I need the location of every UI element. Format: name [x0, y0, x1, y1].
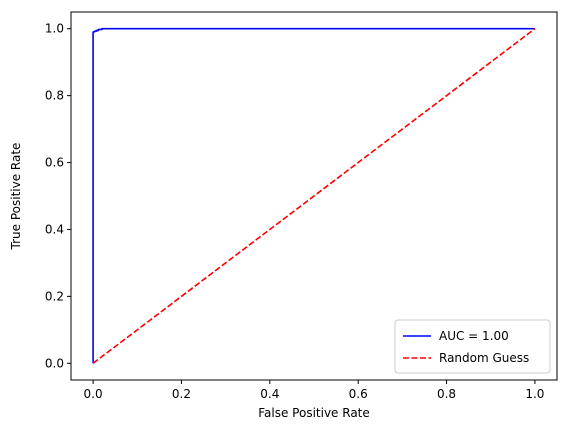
x-tick-label: 0.2	[172, 387, 191, 401]
x-axis-ticks: 0.0 0.2 0.4 0.6 0.8 1.0	[84, 380, 544, 401]
y-tick-label: 0.8	[45, 89, 64, 103]
legend-label-random-guess: Random Guess	[439, 351, 529, 365]
plot-layer	[92, 27, 536, 364]
x-tick-label: 0.8	[437, 387, 456, 401]
series-line-random-guess	[92, 28, 536, 364]
y-axis-ticks: 0.0 0.2 0.4 0.6 0.8 1.0	[45, 22, 71, 370]
y-axis-label: True Positive Rate	[9, 143, 23, 251]
plot-frame	[70, 11, 558, 381]
x-tick-label: 0.6	[349, 387, 368, 401]
series-line-auc	[92, 27, 535, 364]
y-tick-label: 0.4	[45, 222, 64, 236]
x-tick-label: 0.0	[84, 387, 103, 401]
legend: AUC = 1.00 Random Guess	[394, 319, 551, 374]
y-tick-label: 0.2	[45, 289, 64, 303]
y-tick-label: 0.0	[45, 356, 64, 370]
legend-box	[394, 319, 551, 374]
y-tick-label: 1.0	[45, 22, 64, 36]
legend-label-auc: AUC = 1.00	[439, 329, 509, 343]
x-tick-label: 1.0	[525, 387, 544, 401]
y-tick-label: 0.6	[45, 156, 64, 170]
x-tick-label: 0.4	[260, 387, 279, 401]
x-axis-label: False Positive Rate	[258, 406, 370, 420]
